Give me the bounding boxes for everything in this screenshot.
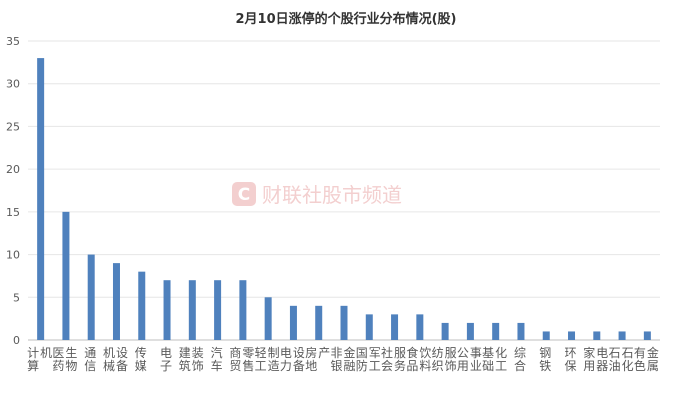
x-category-label: 通信 — [84, 346, 96, 373]
x-category-label: 社会服务 — [381, 345, 406, 373]
bar — [62, 211, 70, 340]
x-category-label: 轻工制造 — [255, 346, 280, 373]
x-category-label: 公用事业 — [457, 346, 482, 373]
x-category-label: 计算机 — [27, 346, 52, 373]
x-category-label: 有色金属 — [634, 345, 659, 373]
y-tick-label: 15 — [6, 206, 20, 219]
bar — [37, 58, 45, 340]
bar — [264, 297, 272, 340]
bar — [618, 331, 626, 340]
x-category-label: 电力设备 — [280, 346, 305, 373]
chart-title: 2月10日涨停的个股行业分布情况(股) — [235, 12, 457, 27]
x-category-label: 房地产 — [305, 345, 330, 373]
bar — [188, 280, 196, 340]
x-category-label: 传媒 — [135, 345, 147, 373]
bar — [289, 305, 297, 340]
bar — [239, 280, 247, 340]
bar — [87, 254, 95, 340]
watermark-text: 财联社股市频道 — [262, 183, 402, 207]
x-category-label: 国防军工 — [356, 346, 381, 373]
x-category-label: 汽车 — [211, 345, 223, 373]
y-tick-label: 30 — [6, 78, 20, 91]
bar — [466, 322, 474, 340]
x-category-label: 基础化工 — [482, 346, 507, 373]
x-category-label: 家用电器 — [583, 345, 608, 373]
bar — [340, 305, 348, 340]
bar — [138, 271, 146, 340]
y-tick-label: 25 — [6, 120, 20, 133]
x-category-label: 食品饮料 — [406, 345, 431, 373]
x-category-label: 医药生物 — [52, 346, 77, 373]
x-category-label: 商贸零售 — [229, 345, 254, 373]
bar — [365, 314, 373, 340]
watermark-logo-letter: C — [238, 185, 250, 205]
x-category-label: 电子 — [160, 346, 172, 373]
bar — [112, 263, 120, 340]
y-tick-label: 5 — [13, 291, 20, 304]
y-tick-label: 10 — [6, 249, 20, 262]
bar — [441, 322, 449, 340]
y-tick-label: 35 — [6, 35, 20, 48]
bar — [517, 322, 525, 340]
x-category-label: 综合 — [514, 346, 526, 373]
bar — [315, 305, 323, 340]
bar — [163, 280, 171, 340]
bar — [593, 331, 601, 340]
bar — [568, 331, 576, 340]
x-category-label: 钢铁 — [539, 346, 551, 373]
bar — [492, 322, 500, 340]
x-category-label: 纺织服饰 — [432, 346, 457, 373]
bar — [643, 331, 651, 340]
watermark: C 财联社股市频道 — [232, 182, 402, 207]
bar — [416, 314, 424, 340]
bar — [214, 280, 222, 340]
x-category-label: 非银金融 — [330, 345, 355, 373]
bar — [391, 314, 399, 340]
x-category-label: 机械设备 — [103, 346, 128, 373]
x-category-label: 环保 — [565, 346, 577, 373]
y-tick-label: 20 — [6, 163, 20, 176]
watermark-logo-icon — [232, 182, 256, 206]
bar — [542, 331, 550, 340]
x-category-label: 建筑装饰 — [179, 346, 204, 373]
x-category-label: 石油石化 — [609, 346, 634, 373]
y-tick-label: 0 — [13, 334, 20, 347]
